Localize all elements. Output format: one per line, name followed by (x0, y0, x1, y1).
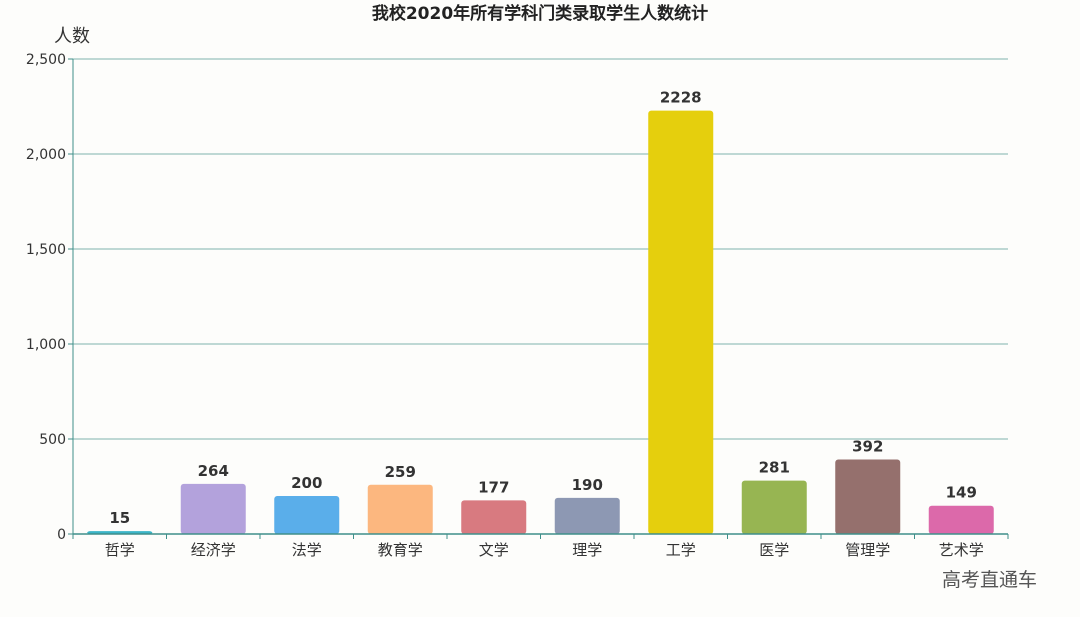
x-tick-label: 文学 (479, 541, 509, 559)
x-tick-label: 哲学 (105, 541, 135, 559)
x-tick-label: 医学 (759, 541, 789, 559)
bar-医学 (741, 480, 807, 534)
bar-法学 (274, 496, 340, 534)
bar-工学 (648, 110, 714, 535)
chart-title: 我校2020年所有学科门类录取学生人数统计 (372, 3, 708, 24)
x-tick-label: 经济学 (191, 541, 236, 559)
bar-管理学 (835, 459, 901, 534)
x-tick-label: 理学 (572, 541, 602, 559)
bar-经济学 (180, 483, 246, 534)
y-tick-label: 1,500 (26, 242, 66, 258)
data-label: 190 (572, 476, 603, 494)
bar-文学 (461, 500, 527, 534)
data-label: 15 (109, 509, 130, 527)
data-label: 2228 (660, 89, 702, 107)
data-label: 392 (852, 438, 883, 456)
data-label: 177 (478, 478, 509, 496)
data-label: 200 (291, 474, 322, 492)
bar-理学 (554, 497, 620, 534)
data-label: 264 (198, 462, 229, 480)
data-label: 281 (759, 459, 790, 477)
y-tick-label: 0 (57, 527, 66, 543)
data-label: 259 (385, 463, 416, 481)
x-tick-label: 法学 (292, 541, 322, 559)
x-tick-label: 艺术学 (939, 541, 984, 559)
y-tick-label: 2,000 (26, 147, 66, 163)
bar-艺术学 (928, 505, 994, 534)
x-tick-label: 工学 (666, 541, 696, 559)
y-tick-label: 500 (39, 432, 66, 448)
x-tick-label: 教育学 (378, 541, 423, 559)
bar-教育学 (367, 484, 433, 534)
data-label: 149 (946, 484, 977, 502)
x-tick-label: 管理学 (845, 541, 890, 559)
watermark: 高考直通车 (942, 569, 1038, 591)
y-tick-label: 2,500 (26, 52, 66, 68)
y-axis-label: 人数 (54, 26, 90, 47)
y-tick-label: 1,000 (26, 337, 66, 353)
